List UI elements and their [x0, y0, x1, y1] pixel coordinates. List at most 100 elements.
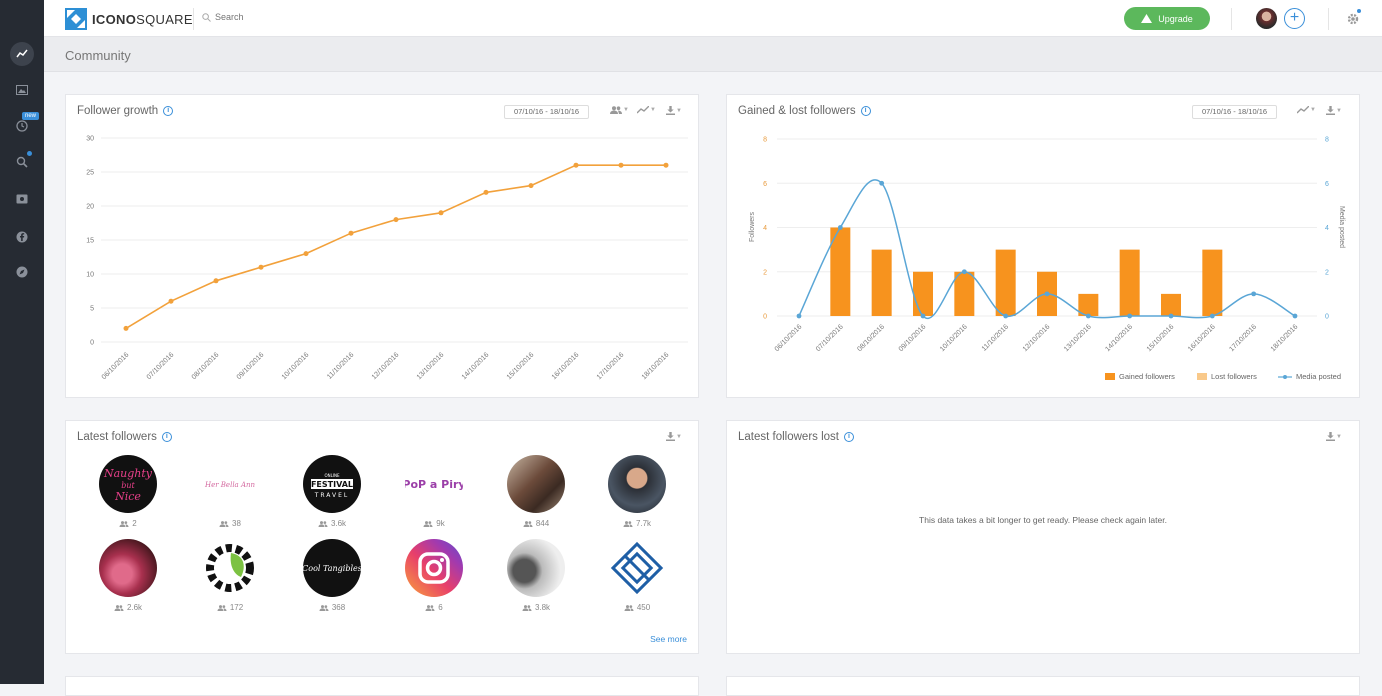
follower-item[interactable]: 7.7k [607, 455, 667, 528]
see-more-link[interactable]: See more [650, 634, 687, 644]
add-account-button[interactable]: + [1284, 8, 1305, 29]
follower-count: 9k [404, 519, 464, 528]
logo[interactable]: ICONOSQUARE [65, 8, 193, 30]
x-tick-label: 16/10/2016 [1187, 323, 1217, 353]
chart-type-toggle[interactable]: ▼ [1297, 106, 1316, 114]
y-tick-label: 0 [90, 340, 94, 347]
follower-item[interactable]: 3.8k [506, 539, 566, 612]
info-icon[interactable]: i [844, 432, 854, 442]
user-avatar[interactable] [1256, 8, 1277, 29]
x-tick-label: 12/10/2016 [1022, 323, 1052, 353]
date-range-picker[interactable]: 07/10/16 - 18/10/16 [504, 105, 590, 119]
follower-item[interactable]: Naughty but Nice 2 [98, 455, 158, 528]
follower-item[interactable]: Cool Tangibles 368 [302, 539, 362, 612]
follower-item[interactable]: 172 [200, 539, 260, 612]
media-point [1044, 291, 1050, 297]
download-button[interactable]: ▼ [666, 106, 682, 115]
follower-count: 2 [98, 519, 158, 528]
svg-text:TRAVEL: TRAVEL [314, 492, 350, 499]
data-point [573, 162, 579, 168]
follower-count: 450 [607, 603, 667, 612]
follower-item[interactable]: ONLINE FESTIVAL TRAVEL 3.6k [302, 455, 362, 528]
history-icon[interactable] [10, 114, 34, 138]
legend-lost[interactable]: Lost followers [1197, 372, 1257, 381]
data-point [258, 264, 264, 270]
data-point [438, 210, 444, 216]
media-point [1003, 313, 1009, 319]
data-point [483, 189, 489, 195]
settings-notification-dot [1357, 9, 1361, 13]
line-chart-icon [637, 106, 649, 114]
info-icon[interactable]: i [163, 106, 174, 116]
follower-item[interactable]: 2.6k [98, 539, 158, 612]
y-tick-label: 30 [86, 136, 94, 143]
bar-gained [995, 249, 1016, 316]
media-point [1209, 313, 1215, 319]
page-header: Community [44, 37, 1382, 72]
info-icon[interactable]: i [161, 432, 172, 442]
follower-avatar: ONLINE FESTIVAL TRAVEL [303, 455, 361, 513]
media-point [1251, 291, 1257, 297]
contests-icon[interactable] [10, 187, 34, 211]
follower-item[interactable]: PoP a Piry 9k [404, 455, 464, 528]
svg-text:Nice: Nice [114, 490, 141, 503]
media-point [1085, 313, 1091, 319]
audience-toggle[interactable]: ▼ [610, 106, 629, 114]
compass-icon[interactable] [10, 260, 34, 284]
media-line [798, 179, 1296, 320]
bar-gained [1078, 293, 1099, 316]
stats-icon[interactable] [10, 42, 34, 66]
page-title: Community [65, 48, 131, 63]
media-point [1168, 313, 1174, 319]
media-point [796, 313, 802, 319]
media-icon[interactable] [10, 78, 34, 102]
data-point [123, 325, 129, 331]
follower-avatar [608, 539, 666, 597]
download-button[interactable]: ▼ [666, 432, 682, 441]
data-point [168, 298, 174, 304]
y2-tick-label: 0 [1325, 314, 1329, 321]
panel-title: Latest followers lost i [738, 431, 854, 443]
bar-gained [1119, 249, 1140, 316]
follower-item[interactable]: 844 [506, 455, 566, 528]
y2-tick-label: 2 [1325, 269, 1329, 276]
legend-gained[interactable]: Gained followers [1105, 372, 1175, 381]
media-point [920, 313, 926, 319]
search-input[interactable] [215, 12, 365, 22]
follower-count: 38 [200, 519, 260, 528]
follower-avatar: Naughty but Nice [99, 455, 157, 513]
download-icon [666, 432, 675, 441]
svg-text:Her Bella Ann: Her Bella Ann [204, 481, 256, 489]
gear-icon[interactable] [1347, 12, 1359, 30]
follower-avatar [507, 455, 565, 513]
chart-type-toggle[interactable]: ▼ [637, 106, 656, 114]
y2-tick-label: 8 [1325, 137, 1329, 144]
warning-icon [1141, 14, 1153, 23]
info-icon[interactable]: i [860, 106, 871, 116]
x-tick-label: 14/10/2016 [461, 351, 491, 381]
y-tick-label: 2 [763, 269, 767, 276]
panel-title: Gained & lost followers i [738, 105, 871, 117]
search-box[interactable] [202, 12, 365, 22]
x-tick-label: 17/10/2016 [596, 351, 626, 381]
facebook-icon[interactable] [10, 225, 34, 249]
latest-followers-lost-panel: Latest followers lost i ▼ This data takes… [726, 420, 1360, 654]
follower-item[interactable]: Her Bella Ann 38 [200, 455, 260, 528]
date-range-picker[interactable]: 07/10/16 - 18/10/16 [1192, 105, 1278, 119]
bar-gained [1161, 293, 1181, 316]
empty-state-message: This data takes a bit longer to get read… [919, 515, 1167, 525]
follower-item[interactable]: 6 [404, 539, 464, 612]
x-tick-label: 07/10/2016 [146, 351, 176, 381]
search-icon[interactable] [10, 150, 34, 174]
follower-item[interactable]: 450 [607, 539, 667, 612]
download-button[interactable]: ▼ [1326, 432, 1342, 441]
users-icon [610, 106, 622, 114]
download-icon [666, 106, 675, 115]
download-button[interactable]: ▼ [1326, 106, 1342, 115]
follower-avatar [99, 539, 157, 597]
follower-avatar: Her Bella Ann [201, 455, 259, 513]
upgrade-button[interactable]: Upgrade [1124, 7, 1210, 30]
legend-media[interactable]: Media posted [1278, 372, 1341, 381]
x-tick-label: 08/10/2016 [191, 351, 221, 381]
x-tick-label: 14/10/2016 [1104, 323, 1134, 353]
